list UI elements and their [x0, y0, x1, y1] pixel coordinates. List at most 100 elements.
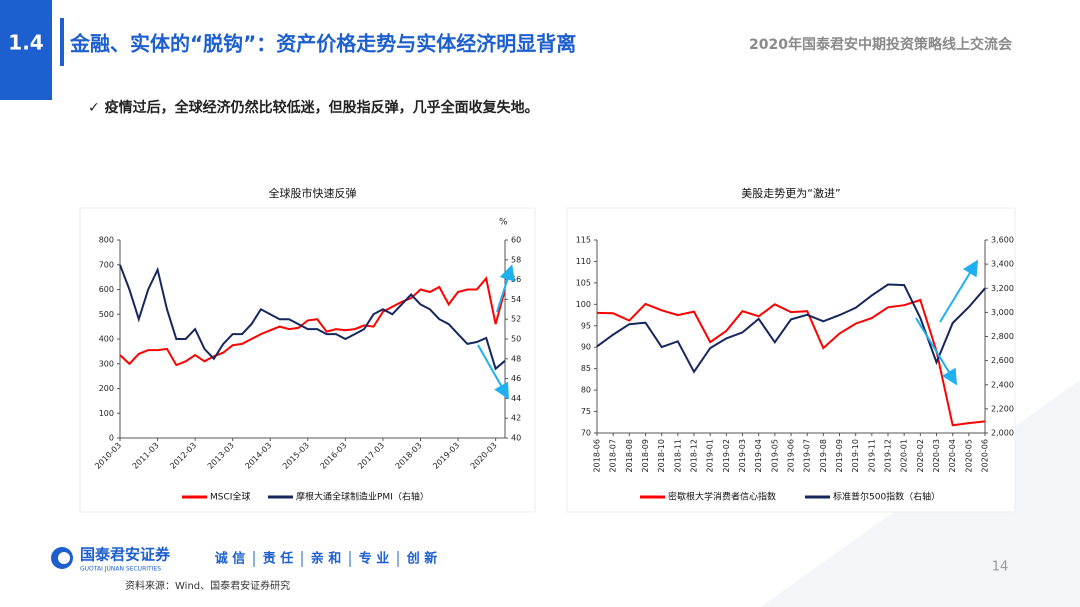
x-tick-label: 2019-05: [770, 439, 779, 472]
y-tick-label: 0: [109, 434, 114, 443]
section-number: 1.4: [8, 31, 43, 55]
arrow: [939, 259, 979, 323]
company-values: 诚 信 责 任 亲 和 专 业创 新: [215, 551, 438, 567]
x-tick-label: 2019-04: [754, 439, 763, 472]
x-tick-label: 2019-09: [835, 439, 844, 472]
x-tick-label: 2019-08: [819, 439, 828, 472]
y-tick-label: 100: [99, 409, 114, 418]
y-tick-label: 70: [581, 429, 591, 438]
y2-tick-label: 54: [511, 295, 521, 304]
x-tick-label: 2018-12: [690, 439, 699, 472]
arrow: [915, 317, 958, 386]
y2-tick-label: 40: [511, 434, 521, 443]
y2-tick-label: 50: [511, 335, 521, 344]
y-tick-label: 200: [99, 384, 114, 393]
x-tick-label: 2018-10: [657, 439, 666, 472]
y-tick-label: 600: [99, 285, 114, 294]
slide-title: 金融、实体的“脱钩”：资产价格走势与实体经济明显背离: [69, 32, 576, 56]
arrow: [496, 264, 515, 313]
chart-panel: [79, 207, 536, 513]
arrows: [477, 259, 979, 400]
company-value: 创 新: [406, 551, 438, 567]
y-tick-label: 500: [99, 310, 114, 319]
y2-tick-label: 3,200: [991, 284, 1014, 293]
y2-tick-label: 52: [511, 315, 521, 324]
y2-tick-label: 2,200: [991, 404, 1014, 413]
y2-axis-label: %: [499, 218, 508, 228]
y2-tick-label: 3,000: [991, 308, 1014, 317]
company-value: 诚 信: [215, 551, 246, 567]
legend-label: 摩根大通全球制造业PMI（右轴）: [296, 491, 429, 503]
x-tick-label: 2020-01: [900, 439, 909, 472]
x-tick-label: 2020-03: [932, 439, 941, 472]
y-tick-label: 90: [581, 343, 591, 352]
y-tick-label: 80: [581, 386, 591, 395]
x-tick-label: 2018-11: [673, 439, 682, 472]
arrow: [477, 344, 509, 400]
x-tick-label: 2019-12: [884, 439, 893, 472]
bullet: ✓ 疫情过后，全球经济仍然比较低迷，但股指反弹，几乎全面收复失地。: [88, 99, 539, 116]
x-tick-label: 2020-02: [916, 439, 925, 472]
y-tick-label: 85: [581, 364, 591, 373]
company-value: 专 业: [359, 551, 390, 567]
x-tick-label: 2019-07: [803, 439, 812, 472]
y-tick-label: 700: [99, 260, 114, 269]
y-tick-label: 75: [581, 407, 591, 416]
y2-tick-label: 42: [511, 414, 521, 423]
series-line: [596, 283, 986, 374]
x-tick-label: 2019-10: [851, 439, 860, 472]
x-tick-label: 2018-08: [625, 439, 634, 472]
charts: 全球股市快速反弹% 0 100 200 300 400 500 600 700 800 40 42 44…: [93, 186, 1014, 503]
y-tick-label: 300: [99, 359, 114, 368]
series-line: [596, 298, 986, 427]
legend-label: MSCI全球: [210, 491, 250, 503]
y2-tick-label: 3,600: [991, 236, 1014, 245]
y2-tick-label: 44: [511, 394, 521, 403]
y2-tick-label: 56: [511, 275, 521, 284]
company-value: 责 任: [263, 551, 294, 567]
y2-tick-label: 2,400: [991, 380, 1014, 389]
series-line: [119, 264, 506, 371]
x-tick-label: 2019-03: [738, 439, 747, 472]
company-value: 亲 和: [311, 551, 342, 567]
y-tick-label: 110: [576, 257, 591, 266]
page-number: 14: [992, 560, 1009, 575]
y-tick-label: 105: [576, 278, 591, 287]
y-tick-label: 800: [99, 236, 114, 245]
chart-title: 全球股市快速反弹: [269, 186, 357, 200]
x-tick-label: 2018-06: [593, 439, 602, 472]
chart-panel: [566, 207, 1016, 513]
y-tick-label: 400: [99, 335, 114, 344]
legend-label: 标准普尔500指数（右轴）: [833, 491, 940, 503]
company-name: 国泰君安证券: [80, 546, 171, 564]
x-tick-label: 2020-04: [948, 439, 957, 472]
x-tick-label: 2019-02: [722, 439, 731, 472]
x-tick-label: 2019-06: [787, 439, 796, 472]
x-tick-label: 2018-07: [609, 439, 618, 472]
y2-tick-label: 58: [511, 255, 521, 264]
y2-tick-label: 2,000: [991, 429, 1014, 438]
source: 资料来源：Wind、国泰君安证券研究: [125, 579, 290, 592]
y2-tick-label: 60: [511, 236, 521, 245]
y2-tick-label: 48: [511, 354, 521, 363]
y-tick-label: 95: [581, 321, 591, 330]
series-line: [119, 276, 506, 367]
x-tick-label: 2020-05: [964, 439, 973, 472]
y2-tick-label: 46: [511, 374, 521, 383]
event-title: 2020年国泰君安中期投资策略线上交流会: [749, 36, 1013, 53]
y2-tick-label: 2,600: [991, 356, 1014, 365]
x-tick-label: 2019-01: [706, 439, 715, 472]
company-name-en: GUOTAI JUNAN SECURITIES: [80, 566, 161, 573]
chart-title: 美股走势更为“激进”: [741, 186, 840, 200]
y-tick-label: 115: [576, 236, 591, 245]
y2-tick-label: 2,800: [991, 332, 1014, 341]
logo: [58, 552, 70, 564]
x-tick-label: 2019-11: [867, 439, 876, 472]
x-tick-label: 2020-06: [981, 439, 990, 472]
section-box: [0, 0, 52, 100]
title-bar: [60, 18, 64, 66]
x-tick-label: 2018-09: [641, 439, 650, 472]
legend-label: 密歇根大学消费者信心指数: [668, 491, 776, 503]
y2-tick-label: 3,400: [991, 260, 1014, 269]
